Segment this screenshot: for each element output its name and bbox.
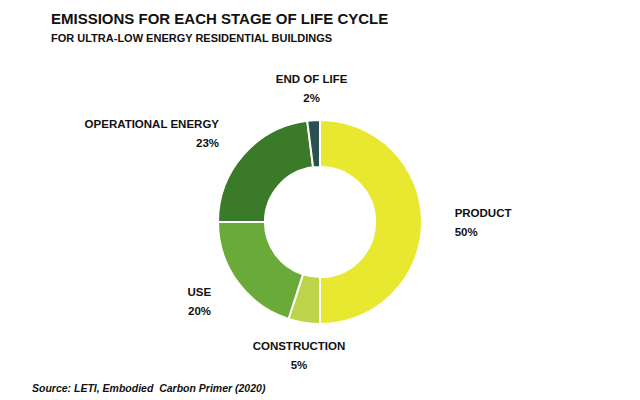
data-label: 5%	[291, 359, 308, 371]
subtitle: FOR ULTRA-LOW ENERGY RESIDENTIAL BUILDIN…	[51, 32, 332, 44]
category-label: PRODUCT	[455, 207, 512, 219]
slice	[218, 121, 313, 222]
title: EMISSIONS FOR EACH STAGE OF LIFE CYCLE	[51, 10, 388, 27]
slice	[320, 120, 422, 324]
category-label: END OF LIFE	[276, 73, 348, 85]
slice	[307, 120, 320, 167]
chart: EMISSIONS FOR EACH STAGE OF LIFE CYCLE FO…	[0, 0, 640, 400]
category-label: CONSTRUCTION	[253, 340, 346, 352]
category-label: OPERATIONAL ENERGY	[85, 118, 220, 130]
plot	[218, 120, 422, 324]
data-label: 23%	[196, 137, 219, 149]
data-label: 2%	[303, 92, 320, 104]
annotation: Source: LETI, Embodied Carbon Primer (20…	[32, 382, 266, 394]
data-label: 20%	[188, 305, 211, 317]
labels: PRODUCT 50% CONSTRUCTION 5% USE 20% OPERATIONA…	[85, 73, 512, 372]
category-label: USE	[187, 286, 211, 298]
slice	[218, 222, 303, 319]
data-label: 50%	[455, 226, 478, 238]
